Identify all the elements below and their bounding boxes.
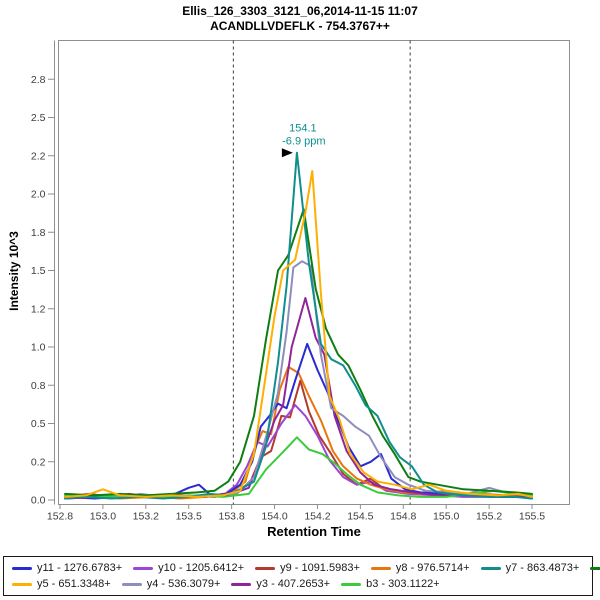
peak-ppm-annotation: -6.9 ppm bbox=[282, 136, 325, 148]
legend-label: y5 - 651.3348+ bbox=[37, 578, 111, 590]
y-tick-label: 1.0 bbox=[31, 342, 46, 354]
y-tick-label: 0.2 bbox=[31, 456, 46, 468]
legend-swatch-icon bbox=[341, 582, 362, 586]
legend-label: y7 - 863.4873+ bbox=[505, 562, 580, 574]
legend-item-y7: y7 - 863.4873+ bbox=[480, 562, 580, 574]
trace-y4 bbox=[64, 260, 533, 498]
x-axis-label: Retention Time bbox=[267, 524, 361, 539]
legend-swatch-icon bbox=[255, 566, 276, 570]
trace-y10 bbox=[64, 404, 533, 500]
x-tick-label: 153.0 bbox=[90, 511, 116, 523]
legend-row: y11 - 1276.6783+ y10 - 1205.6412+ y9 - 109… bbox=[4, 562, 600, 574]
x-tick-label: 153.2 bbox=[133, 511, 159, 523]
legend-swatch-icon bbox=[590, 566, 600, 570]
x-tick-label: 154.2 bbox=[304, 511, 330, 523]
y-tick-label: 0.5 bbox=[31, 418, 46, 430]
legend-label: y8 - 976.5714+ bbox=[395, 562, 470, 574]
legend-label: y9 - 1091.5983+ bbox=[280, 562, 360, 574]
x-tick-label: 154.0 bbox=[261, 511, 287, 523]
legend-label: b3 - 303.1122+ bbox=[366, 578, 440, 590]
peak-rt-annotation: 154.1 bbox=[289, 123, 317, 135]
y-tick-label: 1.8 bbox=[31, 227, 46, 239]
x-tick-label: 155.5 bbox=[519, 511, 545, 523]
legend-row: y5 - 651.3348+ y4 - 536.3079+ y3 - 407.265… bbox=[4, 578, 592, 590]
legend-item-y8: y8 - 976.5714+ bbox=[370, 562, 470, 574]
y-tick-label: 0.8 bbox=[31, 380, 46, 392]
legend-swatch-icon bbox=[133, 566, 154, 570]
legend-item-y4: y4 - 536.3079+ bbox=[121, 578, 221, 590]
y-tick-label: 1.5 bbox=[31, 265, 46, 277]
legend-label: y11 - 1276.6783+ bbox=[37, 562, 123, 574]
legend-swatch-icon bbox=[12, 566, 32, 570]
y-tick-label: 2.0 bbox=[31, 189, 46, 201]
legend-label: y4 - 536.3079+ bbox=[146, 578, 221, 590]
chart-title-peptide: ACANDLLVDEFLK - 754.3767++ bbox=[210, 19, 390, 33]
legend-swatch-icon bbox=[480, 566, 501, 570]
legend-swatch-icon bbox=[231, 582, 252, 586]
legend-item-y9: y9 - 1091.5983+ bbox=[255, 562, 360, 574]
legend-item-y11: y11 - 1276.6783+ bbox=[12, 562, 122, 574]
x-tick-label: 155.0 bbox=[433, 511, 459, 523]
x-tick-label: 153.8 bbox=[218, 511, 244, 523]
legend-item-y5: y5 - 651.3348+ bbox=[12, 578, 111, 590]
legend-item-y10: y10 - 1205.6412+ bbox=[133, 562, 244, 574]
legend: y11 - 1276.6783+ y10 - 1205.6412+ y9 - 109… bbox=[3, 556, 600, 596]
trace-y3 bbox=[64, 297, 533, 500]
x-tick-label: 154.5 bbox=[347, 511, 373, 523]
trace-y6 bbox=[64, 208, 533, 497]
legend-item-b3: b3 - 303.1122+ bbox=[341, 578, 440, 590]
legend-swatch-icon bbox=[12, 582, 32, 586]
y-tick-label: 0.0 bbox=[31, 495, 46, 507]
chart-title-file: Ellis_126_3303_3121_06,2014-11-15 11:07 bbox=[182, 4, 418, 18]
trace-y5 bbox=[64, 170, 533, 498]
legend-label: y3 - 407.2653+ bbox=[256, 578, 331, 590]
peak-pointer-icon bbox=[281, 148, 293, 158]
y-tick-label: 2.2 bbox=[31, 150, 46, 162]
x-tick-label: 153.5 bbox=[176, 511, 202, 523]
legend-label: y10 - 1205.6412+ bbox=[158, 562, 245, 574]
legend-item-y6: y6 - 750.4032+ bbox=[590, 562, 600, 574]
x-tick-label: 155.2 bbox=[476, 511, 502, 523]
x-tick-label: 152.8 bbox=[47, 511, 73, 523]
x-tick-label: 154.8 bbox=[390, 511, 416, 523]
y-tick-label: 2.8 bbox=[31, 74, 46, 86]
trace-y11 bbox=[64, 342, 533, 500]
legend-swatch-icon bbox=[121, 582, 142, 586]
legend-item-y3: y3 - 407.2653+ bbox=[231, 578, 330, 590]
y-tick-label: 2.5 bbox=[31, 112, 46, 124]
trace-b3 bbox=[64, 436, 533, 498]
plot-border bbox=[58, 40, 570, 505]
legend-swatch-icon bbox=[370, 566, 391, 570]
y-tick-label: 1.2 bbox=[31, 303, 46, 315]
